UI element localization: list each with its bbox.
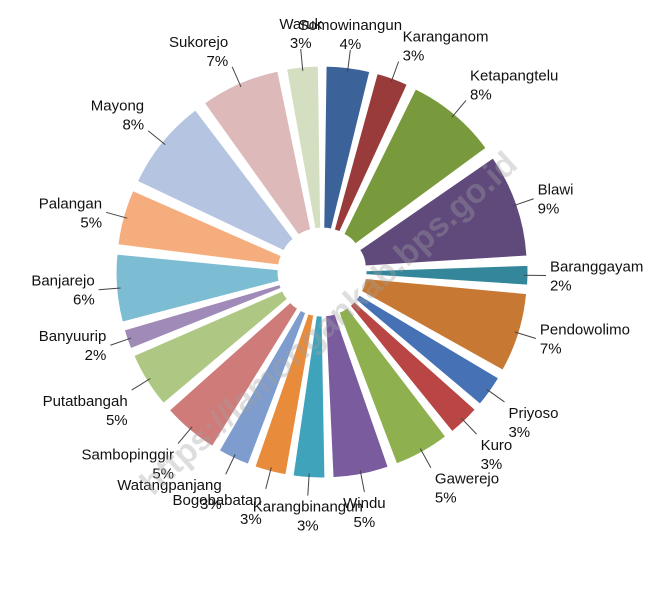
value-label: 5% — [354, 514, 376, 531]
pie-slice — [358, 157, 528, 267]
value-label: 3% — [481, 456, 503, 473]
category-label: Pendowolimo — [540, 321, 630, 338]
pie-slice — [355, 294, 500, 405]
value-label: 5% — [152, 466, 174, 483]
category-label: Sukorejo — [169, 34, 228, 51]
pie-slice — [203, 70, 312, 236]
category-label: Banyuurip — [39, 328, 107, 345]
leader-line — [512, 198, 534, 207]
pie-slice — [117, 189, 282, 266]
category-label: Karanganom — [403, 28, 489, 45]
leader-line — [300, 48, 304, 71]
pie-slice — [218, 309, 307, 465]
value-label: 7% — [207, 53, 229, 70]
value-label: 6% — [73, 292, 95, 309]
pie-slice — [168, 301, 299, 447]
value-label: 3% — [297, 518, 319, 535]
leader-line — [359, 470, 365, 493]
category-label: Windu — [343, 495, 386, 512]
leader-line — [347, 49, 351, 72]
category-label: Banjarejo — [31, 273, 94, 290]
value-label: 4% — [340, 36, 362, 53]
slices — [115, 65, 529, 479]
leader-line — [98, 287, 121, 291]
leader-line — [147, 130, 166, 146]
leader-line — [131, 378, 151, 391]
value-label: 7% — [540, 340, 562, 357]
category-label: Mayong — [91, 98, 144, 115]
pie-slice — [325, 313, 389, 479]
pie-slice — [360, 277, 528, 371]
leader-line — [451, 100, 467, 118]
value-label: 5% — [80, 214, 102, 231]
center-hole — [294, 244, 350, 300]
pie-slice — [323, 65, 371, 230]
category-label: Karangbinangun — [253, 499, 363, 516]
value-label: 3% — [403, 47, 425, 64]
category-label: Blawi — [538, 182, 574, 199]
value-label: 3% — [290, 35, 312, 52]
value-label: 3% — [508, 424, 530, 441]
value-label: 9% — [538, 201, 560, 218]
leader-line — [265, 467, 272, 489]
value-label: 8% — [470, 86, 492, 103]
value-label: 5% — [106, 412, 128, 429]
value-label: 2% — [550, 278, 572, 295]
value-label: 5% — [435, 490, 457, 507]
pie-slice — [365, 264, 529, 286]
leader-line — [110, 337, 132, 346]
leader-line — [177, 426, 193, 444]
pie-slice — [254, 313, 315, 476]
category-label: Priyoso — [508, 405, 558, 422]
leader-line — [514, 331, 537, 339]
pie-slice — [123, 283, 282, 350]
value-label: 3% — [240, 511, 262, 528]
leader-line — [419, 448, 432, 468]
pie-slice — [133, 290, 289, 405]
category-label: Ketapangtelu — [470, 67, 558, 84]
leader-line — [486, 388, 505, 403]
category-label: Bogobabatan — [172, 492, 261, 509]
pie-slice — [286, 65, 322, 230]
pie-slice — [343, 88, 487, 245]
value-label: 3% — [200, 496, 222, 513]
leader-line — [231, 66, 242, 88]
leader-line — [390, 61, 400, 83]
pie-slice — [115, 253, 280, 323]
category-label: Sambopinggir — [81, 447, 174, 464]
leader-line — [105, 211, 128, 219]
pie-slice — [333, 72, 408, 233]
value-label: 2% — [85, 347, 107, 364]
leader-line — [461, 417, 477, 435]
leader-line — [225, 454, 236, 475]
category-label: Watangpanjang — [117, 477, 222, 494]
leader-line — [307, 473, 310, 496]
category-label: Baranggayam — [550, 259, 643, 276]
category-label: Somowinangun — [299, 17, 402, 34]
category-label: Putatbangah — [43, 393, 128, 410]
category-label: Palangan — [39, 195, 102, 212]
pie-slice — [136, 109, 295, 252]
value-label: 8% — [122, 117, 144, 134]
category-label: Waruk — [279, 16, 322, 33]
category-label: Gawerejo — [435, 471, 499, 488]
pie-slice — [292, 315, 326, 479]
category-label: Kuro — [481, 437, 513, 454]
labels: Somowinangun 4% Karanganom 3% Ketapangtelu 8%… — [31, 16, 643, 535]
pie-slice — [338, 307, 447, 465]
pie-slice — [349, 301, 476, 433]
